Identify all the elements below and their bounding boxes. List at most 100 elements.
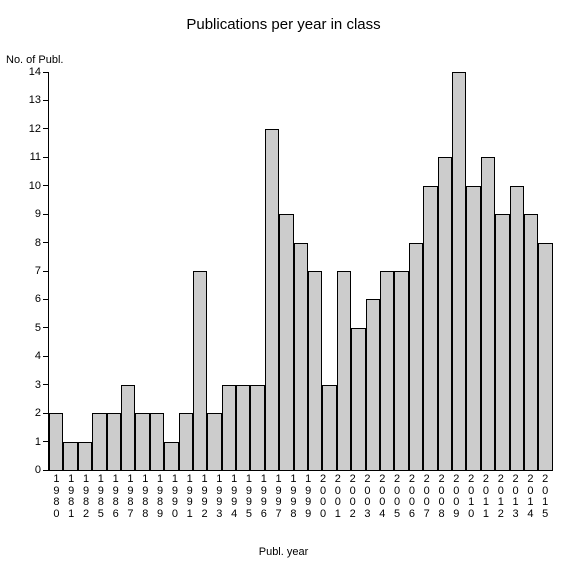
x-tick-label: 1981 <box>64 470 79 520</box>
x-tick-label: 1996 <box>256 470 271 520</box>
y-tick-label: 7 <box>35 265 41 277</box>
bar <box>150 413 164 470</box>
x-tick-label: 1990 <box>168 470 183 520</box>
x-tick-label: 1982 <box>79 470 94 520</box>
bar <box>92 413 106 470</box>
x-tick-label: 2003 <box>360 470 375 520</box>
plot-area: 1980198119821985198619871988198919901991… <box>48 72 553 471</box>
bar <box>380 271 394 470</box>
chart-title: Publications per year in class <box>0 16 567 33</box>
x-tick-label: 1997 <box>271 470 286 520</box>
bar <box>452 72 466 470</box>
x-tick-label: 1991 <box>182 470 197 520</box>
y-tick-label: 3 <box>35 379 41 391</box>
bar <box>135 413 149 470</box>
y-axis-label: No. of Publ. <box>6 54 63 66</box>
bar <box>308 271 322 470</box>
bar <box>409 243 423 470</box>
y-tick-label: 8 <box>35 237 41 249</box>
x-tick-label: 1999 <box>301 470 316 520</box>
y-tick-label: 14 <box>29 66 41 78</box>
x-tick-label: 2012 <box>493 470 508 520</box>
bar <box>351 328 365 470</box>
y-tick-label: 5 <box>35 322 41 334</box>
bar <box>423 186 437 470</box>
bar <box>207 413 221 470</box>
bar <box>121 385 135 470</box>
x-tick-label: 2010 <box>464 470 479 520</box>
bar <box>107 413 121 470</box>
x-tick-label: 2011 <box>479 470 494 520</box>
y-tick <box>43 299 49 300</box>
bar <box>510 186 524 470</box>
bar <box>265 129 279 470</box>
bar <box>250 385 264 470</box>
bars-container <box>49 72 553 470</box>
bar <box>63 442 77 470</box>
bar <box>524 214 538 470</box>
y-tick <box>43 271 49 272</box>
y-tick <box>43 327 49 328</box>
x-tick-label: 2001 <box>330 470 345 520</box>
x-tick-label: 2009 <box>449 470 464 520</box>
bar <box>538 243 552 470</box>
y-tick <box>43 100 49 101</box>
y-tick <box>43 413 49 414</box>
x-tick-label: 2014 <box>523 470 538 520</box>
y-tick <box>43 157 49 158</box>
x-tick-label: 1985 <box>93 470 108 520</box>
x-tick-label: 2006 <box>405 470 420 520</box>
x-tick-label: 1986 <box>108 470 123 520</box>
bar <box>193 271 207 470</box>
x-tick-label: 1988 <box>138 470 153 520</box>
x-tick-label: 2004 <box>375 470 390 520</box>
y-tick <box>43 214 49 215</box>
y-tick <box>43 356 49 357</box>
x-tick-label: 1980 <box>49 470 64 520</box>
bar <box>179 413 193 470</box>
y-tick <box>43 384 49 385</box>
y-tick <box>43 72 49 73</box>
x-tick-label: 1994 <box>227 470 242 520</box>
x-tick-label: 1993 <box>212 470 227 520</box>
bar <box>222 385 236 470</box>
bar <box>495 214 509 470</box>
bar <box>49 413 63 470</box>
x-axis-label: Publ. year <box>0 546 567 558</box>
y-tick-label: 12 <box>29 123 41 135</box>
y-tick-label: 6 <box>35 293 41 305</box>
x-tick-label: 2005 <box>390 470 405 520</box>
x-ticks: 1980198119821985198619871988198919901991… <box>49 470 553 520</box>
y-tick-label: 4 <box>35 350 41 362</box>
x-tick-label: 1998 <box>286 470 301 520</box>
y-tick-label: 10 <box>29 180 41 192</box>
x-tick-label: 2015 <box>538 470 553 520</box>
x-tick-label: 2000 <box>316 470 331 520</box>
bar <box>481 157 495 470</box>
y-tick-label: 9 <box>35 208 41 220</box>
bar <box>438 157 452 470</box>
x-tick-label: 2013 <box>508 470 523 520</box>
y-tick <box>43 441 49 442</box>
y-tick-label: 0 <box>35 464 41 476</box>
x-tick-label: 1995 <box>242 470 257 520</box>
bar <box>337 271 351 470</box>
x-tick-label: 1989 <box>153 470 168 520</box>
bar <box>294 243 308 470</box>
y-tick-label: 11 <box>30 151 41 163</box>
y-tick <box>43 128 49 129</box>
bar <box>366 299 380 470</box>
y-tick <box>43 242 49 243</box>
y-tick-label: 1 <box>35 436 41 448</box>
y-tick <box>43 470 49 471</box>
x-tick-label: 2002 <box>345 470 360 520</box>
bar <box>78 442 92 470</box>
x-tick-label: 2007 <box>419 470 434 520</box>
x-tick-label: 1992 <box>197 470 212 520</box>
bar <box>279 214 293 470</box>
bar <box>322 385 336 470</box>
publications-chart: Publications per year in class No. of Pu… <box>0 0 567 567</box>
bar <box>466 186 480 470</box>
bar <box>394 271 408 470</box>
bar <box>164 442 178 470</box>
